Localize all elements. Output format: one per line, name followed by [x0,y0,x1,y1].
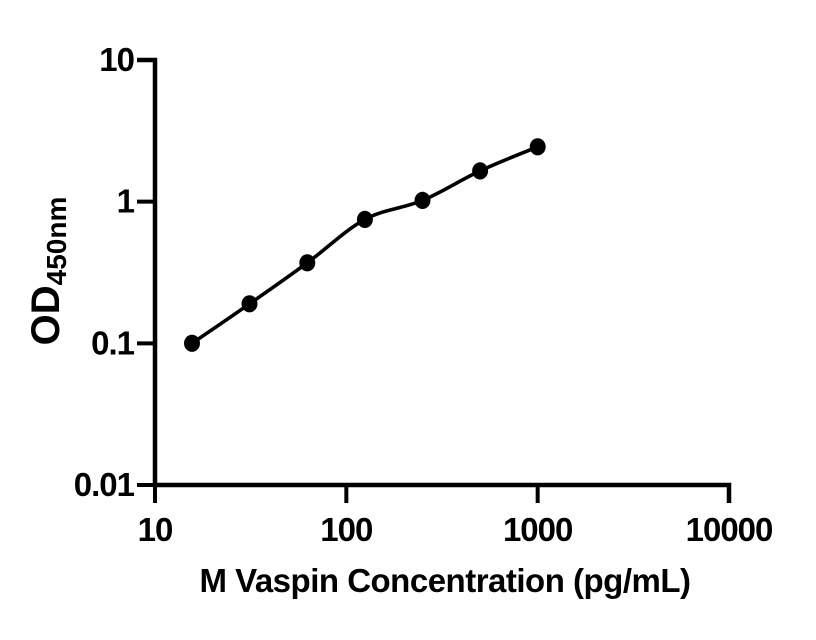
y-axis-title: OD450nm [21,171,72,371]
y-tick-label: 10 [99,41,134,78]
x-axis-title: M Vaspin Concentration (pg/mL) [199,562,691,599]
y-tick-label: 0.01 [74,466,135,503]
data-point-marker [414,191,431,209]
data-point-marker [299,254,316,272]
x-tick-label: 10 [138,511,173,548]
y-axis-title-main: OD [24,285,68,346]
data-point-marker [472,162,489,180]
x-tick-label: 1000 [503,511,572,548]
data-point-marker [184,334,200,352]
data-point-marker [529,138,546,156]
y-axis-title-subscript: 450nm [41,196,72,286]
axis-spine [137,57,732,503]
y-tick-label: 0.1 [91,324,135,361]
data-point-marker [356,210,373,228]
x-tick-label: 10000 [686,511,773,548]
data-point-marker [241,295,258,313]
x-tick-label: 100 [320,511,372,548]
y-tick-label: 1 [117,183,135,220]
